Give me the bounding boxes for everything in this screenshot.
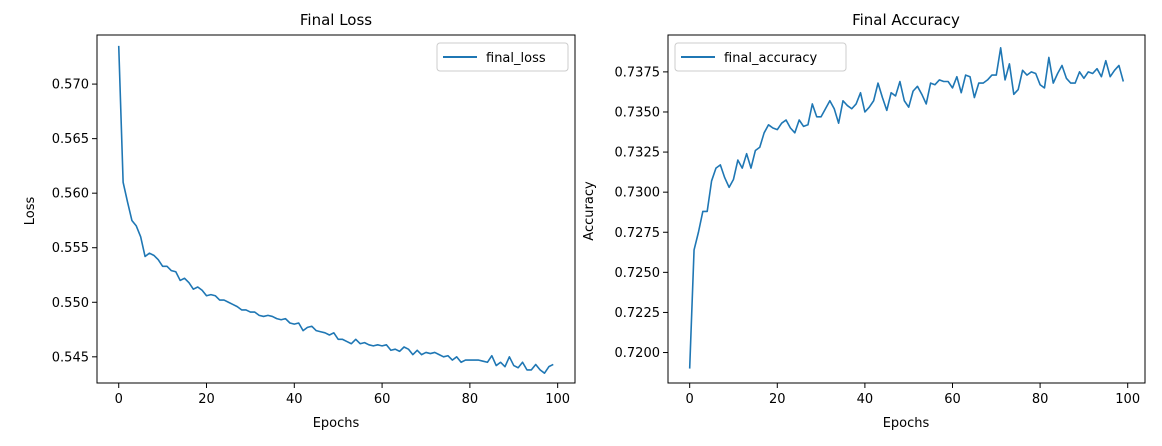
- accuracy-x-tick-label: 0: [686, 392, 694, 407]
- accuracy-y-tick-label: 0.7250: [615, 266, 661, 281]
- accuracy-y-tick-label: 0.7300: [615, 186, 661, 201]
- accuracy-y-tick-label: 0.7200: [615, 346, 661, 361]
- loss-legend-label: final_loss: [486, 51, 546, 66]
- loss-x-tick-label: 20: [198, 392, 215, 407]
- loss-x-tick-label: 0: [115, 392, 123, 407]
- accuracy-legend: final_accuracy: [674, 42, 847, 72]
- loss-y-tick-label: 0.555: [52, 241, 89, 256]
- loss-legend: final_loss: [436, 42, 569, 72]
- accuracy-legend-label: final_accuracy: [724, 51, 817, 66]
- loss-x-tick-label: 40: [286, 392, 303, 407]
- accuracy-axes-frame: [667, 34, 1146, 384]
- loss-y-axis-label: Loss: [23, 197, 38, 226]
- loss-axes-frame: [96, 34, 576, 384]
- accuracy-chart: Final Accuracy 0 20 40 60 80 1000.72000.72250…: [582, 11, 1146, 431]
- loss-y-tick-label: 0.545: [52, 350, 89, 365]
- accuracy-y-tick-label: 0.7325: [615, 146, 661, 161]
- loss-legend-box: [436, 42, 569, 72]
- accuracy-y-tick-label: 0.7350: [615, 105, 661, 120]
- accuracy-legend-box: [674, 42, 847, 72]
- loss-y-tick-label: 0.565: [52, 132, 89, 147]
- accuracy-x-tick-label: 100: [1115, 392, 1140, 407]
- loss-x-tick-label: 100: [545, 392, 570, 407]
- accuracy-x-tick-label: 20: [769, 392, 786, 407]
- loss-plot-area: 0 20 40 60 80 100 0.545 0.550 0.555 0.560 0.565 0.5…: [52, 34, 576, 407]
- loss-x-tick-label: 80: [462, 392, 479, 407]
- loss-x-axis-label: Epochs: [313, 416, 360, 431]
- accuracy-chart-title: Final Accuracy: [852, 11, 960, 29]
- loss-chart: Final Loss 0 20 40 60 80 100 0.545 0.550 0.555 0.…: [23, 11, 576, 431]
- accuracy-plot-area: 0 20 40 60 80 100 0.7200 0.7225 0.7250 0.7275 0.73…: [615, 34, 1146, 407]
- accuracy-x-tick-label: 60: [944, 392, 961, 407]
- accuracy-x-axis-label: Epochs: [883, 416, 930, 431]
- loss-x-tick-label: 60: [374, 392, 391, 407]
- loss-chart-title: Final Loss: [300, 11, 372, 29]
- accuracy-y-tick-label: 0.7275: [615, 226, 661, 241]
- loss-series-line-0: [117, 45, 554, 374]
- accuracy-series-line-0: [688, 47, 1125, 369]
- loss-y-tick-label: 0.550: [52, 296, 89, 311]
- accuracy-x-tick-label: 80: [1032, 392, 1049, 407]
- loss-y-tick-label: 0.570: [52, 78, 89, 93]
- loss-y-tick-label: 0.560: [52, 187, 89, 202]
- accuracy-y-axis-label: Accuracy: [582, 181, 597, 241]
- accuracy-y-tick-label: 0.7225: [615, 306, 661, 321]
- accuracy-y-tick-label: 0.7375: [615, 65, 661, 80]
- accuracy-x-tick-label: 40: [857, 392, 874, 407]
